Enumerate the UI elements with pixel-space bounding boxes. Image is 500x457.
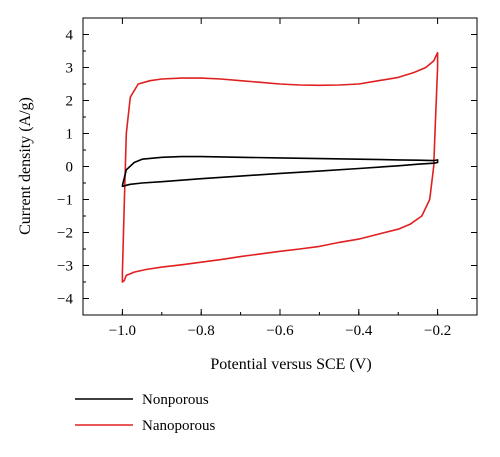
- x-axis-title: Potential versus SCE (V): [210, 356, 371, 373]
- legend-label-nanoporous: Nanoporous: [142, 418, 215, 434]
- y-tick-label: 0: [66, 160, 74, 176]
- y-tick-label: 2: [66, 94, 74, 110]
- legend: Nonporous Nanoporous: [75, 392, 215, 434]
- y-tick-label: −1: [57, 193, 73, 209]
- y-tick-label: 1: [66, 127, 74, 143]
- series-line-nonporous: [121, 155, 439, 188]
- y-tick-label: −4: [57, 292, 73, 308]
- x-tick-label: −0.8: [188, 323, 215, 339]
- legend-label-nonporous: Nonporous: [142, 392, 209, 408]
- x-tick-label: −0.4: [345, 323, 373, 339]
- y-tick-label: −2: [57, 226, 73, 242]
- y-axis-title: Current density (A/g): [17, 97, 34, 235]
- x-tick-label: −0.2: [424, 323, 451, 339]
- series-layer: [121, 51, 439, 283]
- axes-layer: −1.0 −0.8 −0.6 −0.4 −0.2 4 3 2 1 0 −1 −2 −3 −4: [57, 17, 478, 339]
- y-tick-label: −3: [57, 259, 73, 275]
- y-tick-label: 4: [66, 28, 74, 44]
- x-tick-label: −1.0: [109, 323, 136, 339]
- series-line-nanoporous: [121, 51, 439, 283]
- x-tick-label: −0.6: [266, 323, 294, 339]
- y-tick-label: 3: [66, 61, 74, 77]
